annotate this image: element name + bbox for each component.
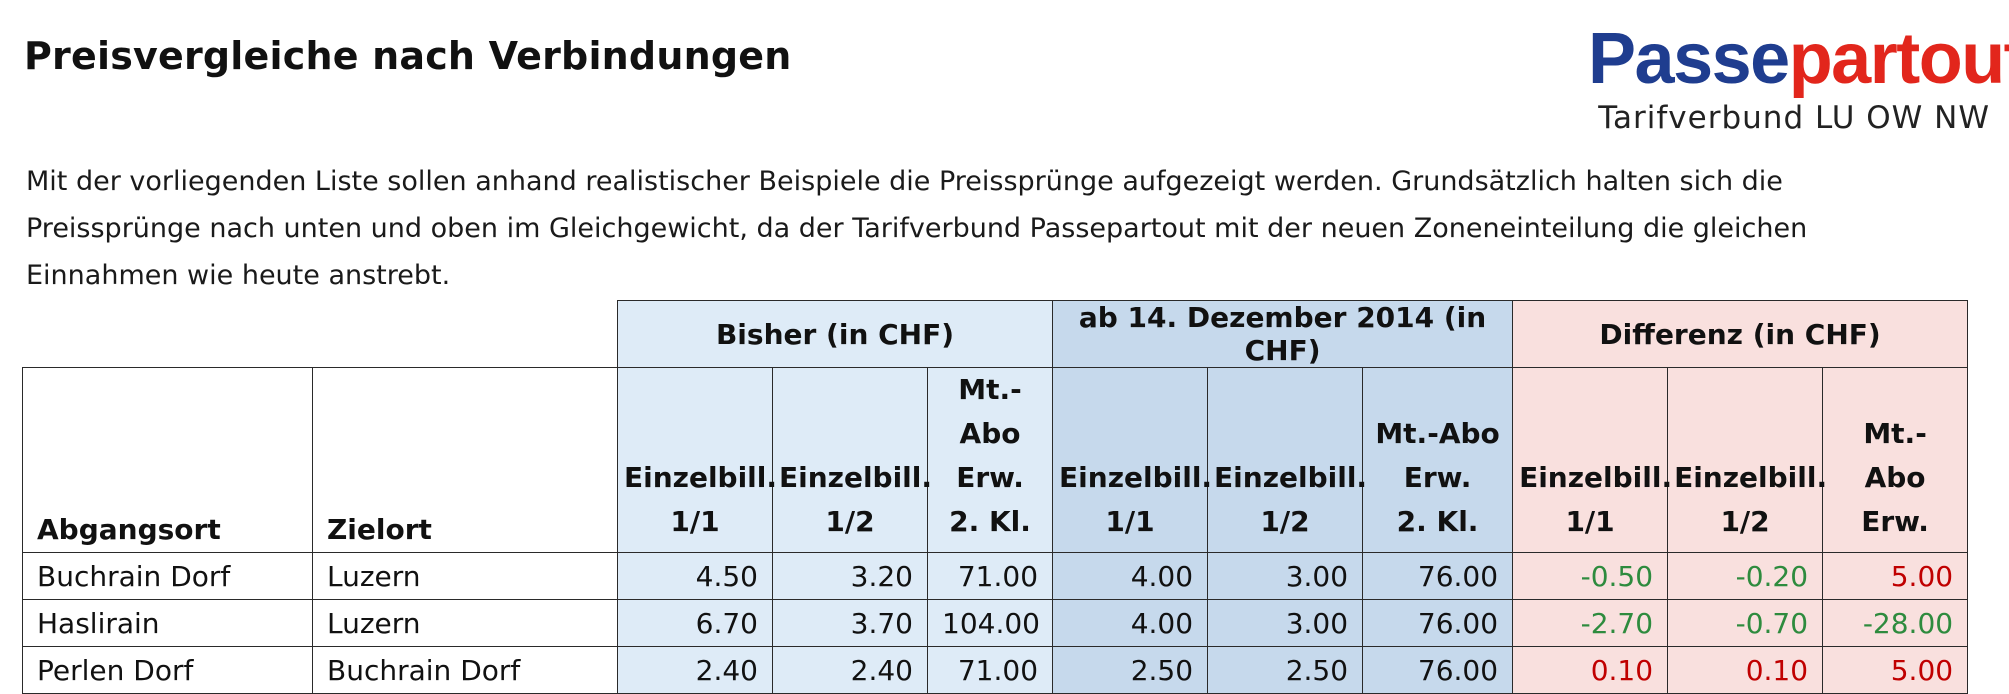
empty-cell <box>22 300 313 368</box>
intro-paragraph: Mit der vorliegenden Liste sollen anhand… <box>26 166 1808 291</box>
cell-old-single-full: 2.40 <box>617 646 773 694</box>
group-header-diff: Differenz (in CHF) <box>1512 300 1969 368</box>
cell-diff-single-half: 0.10 <box>1667 646 1824 694</box>
col-header-diff-single-half: Einzelbill. 1/2 <box>1667 367 1827 553</box>
cell-diff-single-half: -0.20 <box>1667 552 1824 600</box>
empty-cell <box>312 300 618 368</box>
col-header-old-abo: Mt.-Abo Erw. 2. Kl. <box>926 367 1054 553</box>
cell-new-single-full: 4.00 <box>1052 552 1209 600</box>
cell-old-single-full: 4.50 <box>617 552 773 600</box>
cell-old-single-half: 3.70 <box>772 599 928 647</box>
cell-from: Buchrain Dorf <box>22 552 313 600</box>
col-header-new-abo: Mt.-Abo Erw. 2. Kl. <box>1362 367 1514 553</box>
cell-diff-abo: -28.00 <box>1822 599 1969 647</box>
cell-new-single-half: 3.00 <box>1207 552 1364 600</box>
cell-diff-single-half: -0.70 <box>1667 599 1824 647</box>
col-header-diff-single-full: Einzelbill. 1/1 <box>1512 367 1672 553</box>
cell-old-abo: 104.00 <box>926 599 1054 647</box>
table-row: Buchrain Dorf Luzern 4.50 3.20 71.00 4.0… <box>22 552 1969 600</box>
cell-new-single-full: 4.00 <box>1052 599 1209 647</box>
col-header-new-single-half: Einzelbill. 1/2 <box>1207 367 1367 553</box>
logo-wordmark: Passepartout <box>1588 23 2009 95</box>
logo-part-red: partout <box>1788 19 2009 99</box>
page-title: Preisvergleiche nach Verbindungen <box>24 34 792 78</box>
cell-new-single-half: 3.00 <box>1207 599 1364 647</box>
col-header-diff-abo: Mt.- Abo Erw. <box>1822 367 1969 553</box>
cell-diff-single-full: -0.50 <box>1512 552 1669 600</box>
cell-from: Haslirain <box>22 599 313 647</box>
col-header-old-single-half: Einzelbill. 1/2 <box>772 367 932 553</box>
cell-from: Perlen Dorf <box>22 646 313 694</box>
col-header-new-single-full: Einzelbill. 1/1 <box>1052 367 1212 553</box>
table-row: Haslirain Luzern 6.70 3.70 104.00 4.00 3… <box>22 599 1969 647</box>
cell-old-abo: 71.00 <box>926 552 1054 600</box>
cell-to: Luzern <box>312 552 618 600</box>
group-header-old: Bisher (in CHF) <box>616 300 1054 368</box>
cell-to: Luzern <box>312 599 618 647</box>
cell-old-single-half: 2.40 <box>772 646 928 694</box>
cell-old-single-full: 6.70 <box>617 599 773 647</box>
cell-diff-abo: 5.00 <box>1822 552 1969 600</box>
cell-diff-single-full: 0.10 <box>1512 646 1669 694</box>
passepartout-logo: Passepartout Tarifverbund LU OW NW <box>1588 23 2009 136</box>
table-row: Perlen Dorf Buchrain Dorf 2.40 2.40 71.0… <box>22 646 1969 694</box>
cell-new-single-half: 2.50 <box>1207 646 1364 694</box>
cell-old-abo: 71.00 <box>926 646 1054 694</box>
cell-diff-abo: 5.00 <box>1822 646 1969 694</box>
cell-old-single-half: 3.20 <box>772 552 928 600</box>
price-comparison-table: Bisher (in CHF) ab 14. Dezember 2014 (in… <box>22 300 1969 694</box>
col-header-from: Abgangsort <box>22 367 313 553</box>
cell-new-abo: 76.00 <box>1362 646 1514 694</box>
cell-to: Buchrain Dorf <box>312 646 618 694</box>
group-header-row: Bisher (in CHF) ab 14. Dezember 2014 (in… <box>22 300 1969 368</box>
cell-new-single-full: 2.50 <box>1052 646 1209 694</box>
logo-part-blue: Passe <box>1588 19 1790 99</box>
cell-diff-single-full: -2.70 <box>1512 599 1669 647</box>
cell-new-abo: 76.00 <box>1362 599 1514 647</box>
cell-new-abo: 76.00 <box>1362 552 1514 600</box>
column-header-row: Abgangsort Zielort Einzelbill. 1/1 Einzel… <box>22 367 1969 553</box>
logo-subtitle: Tarifverbund LU OW NW <box>1598 100 1990 136</box>
col-header-old-single-full: Einzelbill. 1/1 <box>617 367 777 553</box>
col-header-to: Zielort <box>312 367 618 553</box>
group-header-new: ab 14. Dezember 2014 (in CHF) <box>1052 300 1514 368</box>
